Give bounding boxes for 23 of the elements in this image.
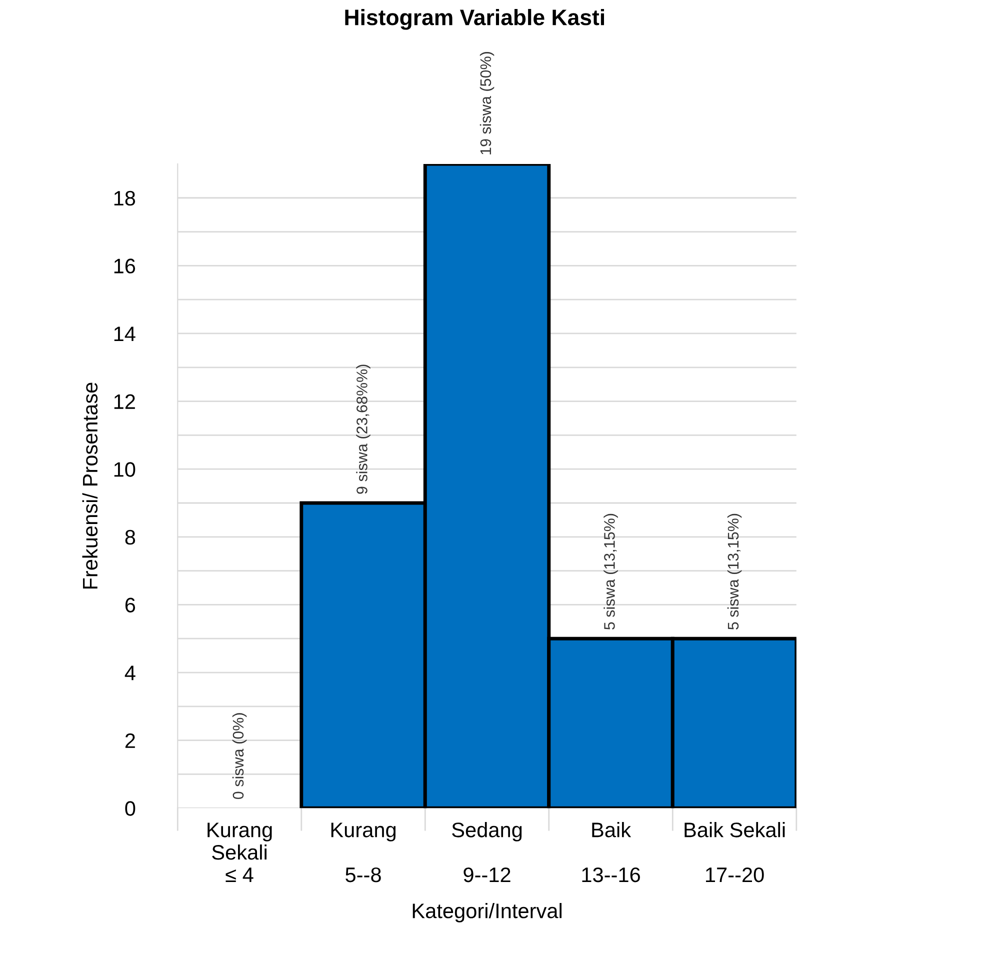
- y-tick-label: 6: [125, 598, 136, 612]
- y-tick-label: 0: [125, 801, 136, 816]
- category-label: Baik 13--16: [582, 822, 640, 882]
- data-label: 19 siswa (50%): [480, 52, 494, 154]
- data-label: 9 siswa (23,68%%): [356, 364, 370, 494]
- y-tick-label: 16: [114, 258, 136, 274]
- x-axis-title: Kategori/Interval: [412, 902, 562, 922]
- category-label: Sedang 9--12: [452, 822, 522, 882]
- category-label: Kurang 5--8: [331, 822, 396, 882]
- y-tick-label: 4: [124, 666, 136, 680]
- x-tick-label: Kurang Sekali ≤ 4: [208, 822, 272, 882]
- y-tick-label: 18: [114, 190, 136, 206]
- y-tick-label: 8: [125, 530, 136, 545]
- data-label: 0 siswa (0%): [232, 713, 247, 800]
- y-axis-title: Frekuensi/ Prosentase: [82, 382, 98, 589]
- data-label: 5 siswa (13,15%): [727, 514, 742, 630]
- category-label: Baik Sekali 17--20: [684, 822, 785, 882]
- data-label: 5 siswa (13,15%): [604, 514, 618, 630]
- chart-title: Histogram Variable Kasti: [345, 8, 604, 30]
- y-tick-label: 10: [114, 462, 136, 477]
- y-tick-label: 14: [114, 326, 136, 342]
- y-tick-label: 2: [125, 733, 135, 748]
- y-tick-label: 12: [114, 394, 135, 409]
